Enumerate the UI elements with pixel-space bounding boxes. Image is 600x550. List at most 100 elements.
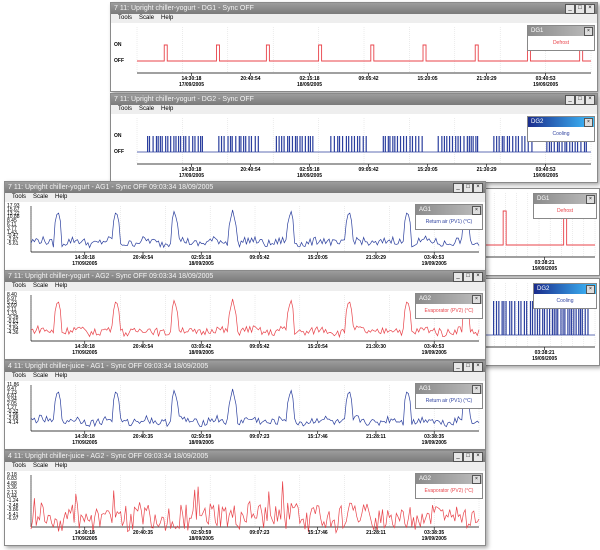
cooling-pulse bbox=[362, 136, 364, 152]
legend-box[interactable]: DG1 × Defrost bbox=[527, 25, 595, 51]
minimize-button[interactable]: _ bbox=[453, 362, 463, 372]
legend-box[interactable]: AG1 × Return air (PV1) (°C) bbox=[415, 204, 483, 230]
legend-box[interactable]: DG2 × Cooling bbox=[527, 116, 595, 142]
cooling-pulse bbox=[399, 136, 402, 152]
maximize-button[interactable]: □ bbox=[463, 452, 473, 462]
menu-item-help[interactable]: Help bbox=[161, 106, 174, 112]
cooling-pulse bbox=[548, 301, 551, 335]
cooling-pulse bbox=[584, 301, 586, 335]
minimize-button[interactable]: _ bbox=[565, 95, 575, 105]
x-tick-label: 09:05:42 bbox=[351, 76, 387, 82]
y-tick-label: 6.81 bbox=[7, 393, 17, 400]
x-tick-time: 03:38:21 bbox=[534, 260, 555, 266]
menu-item-help[interactable]: Help bbox=[161, 15, 174, 21]
legend-header[interactable]: AG2 × bbox=[416, 474, 482, 484]
maximize-button[interactable]: □ bbox=[463, 272, 473, 282]
cooling-pulse bbox=[167, 136, 169, 152]
menu-item-scale[interactable]: Scale bbox=[33, 283, 49, 289]
y-tick-label: 4.88 bbox=[7, 480, 17, 487]
cooling-pulse bbox=[548, 136, 551, 152]
menu-item-scale[interactable]: Scale bbox=[139, 106, 155, 112]
y-tick-label: -0.32 bbox=[7, 408, 19, 415]
title-bar[interactable]: 7 11: Upright chiller-yogurt - DG1 - Syn… bbox=[111, 3, 597, 14]
menu-item-tools[interactable]: Tools bbox=[12, 283, 27, 289]
title-bar[interactable]: 4 11: Upright chiller-juice - AG1 - Sync… bbox=[5, 361, 485, 372]
legend-close-button[interactable]: × bbox=[472, 206, 481, 215]
menu-item-scale[interactable]: Scale bbox=[33, 194, 49, 200]
legend-box[interactable]: DG2 × Cooling bbox=[533, 283, 597, 309]
legend-header[interactable]: AG2 × bbox=[416, 294, 482, 304]
title-bar[interactable]: 7 11: Upright chiller-yogurt - AG2 - Syn… bbox=[5, 271, 485, 282]
close-button[interactable]: × bbox=[473, 183, 483, 193]
maximize-button[interactable]: □ bbox=[463, 183, 473, 193]
y-tick-label: 13.22 bbox=[7, 210, 20, 217]
menu-item-tools[interactable]: Tools bbox=[118, 15, 133, 21]
legend-header[interactable]: DG1 × bbox=[528, 26, 594, 36]
menu-item-scale[interactable]: Scale bbox=[139, 15, 155, 21]
menu-item-help[interactable]: Help bbox=[55, 373, 68, 379]
minimize-button[interactable]: _ bbox=[453, 272, 463, 282]
menu-item-help[interactable]: Help bbox=[55, 194, 68, 200]
minimize-button[interactable]: _ bbox=[453, 183, 463, 193]
window-ag2-juice[interactable]: 4 11: Upright chiller-juice - AG2 - Sync… bbox=[4, 450, 486, 546]
close-button[interactable]: × bbox=[585, 4, 595, 14]
legend-box[interactable]: DG1 × Defrost bbox=[533, 193, 597, 219]
cooling-pulse bbox=[498, 301, 500, 335]
menu-item-scale[interactable]: Scale bbox=[33, 373, 49, 379]
legend-header[interactable]: AG1 × bbox=[416, 205, 482, 215]
window-ag1-juice[interactable]: 4 11: Upright chiller-juice - AG1 - Sync… bbox=[4, 360, 486, 450]
x-tick-label: 20:40:35 bbox=[125, 530, 161, 536]
window-ag2-yogurt[interactable]: 7 11: Upright chiller-yogurt - AG2 - Syn… bbox=[4, 270, 486, 360]
maximize-button[interactable]: □ bbox=[575, 95, 585, 105]
maximize-button[interactable]: □ bbox=[463, 362, 473, 372]
y-tick-label: 3.36 bbox=[7, 485, 17, 492]
trend-chart bbox=[30, 385, 480, 434]
legend-box[interactable]: AG1 × Return air (PV1) (°C) bbox=[415, 383, 483, 409]
legend-close-button[interactable]: × bbox=[586, 285, 595, 294]
legend-close-button[interactable]: × bbox=[472, 295, 481, 304]
title-bar[interactable]: 7 11: Upright chiller-yogurt - AG1 - Syn… bbox=[5, 182, 485, 193]
window-dg1[interactable]: 7 11: Upright chiller-yogurt - DG1 - Syn… bbox=[110, 2, 598, 92]
legend-box[interactable]: AG2 × Evaporator (PV2) (°C) bbox=[415, 293, 483, 319]
legend-close-button[interactable]: × bbox=[584, 27, 593, 36]
legend-close-button[interactable]: × bbox=[472, 385, 481, 394]
legend-box[interactable]: AG2 × Evaporator (PV2) (°C) bbox=[415, 473, 483, 499]
minimize-button[interactable]: _ bbox=[453, 452, 463, 462]
x-tick-date: 19/09/2005 bbox=[421, 440, 447, 446]
cooling-pulse bbox=[578, 301, 580, 335]
cooling-pulse bbox=[330, 136, 332, 152]
menu-item-tools[interactable]: Tools bbox=[12, 373, 27, 379]
cooling-pulse bbox=[503, 136, 505, 152]
cooling-pulse bbox=[553, 301, 555, 335]
menu-item-tools[interactable]: Tools bbox=[118, 106, 133, 112]
cooling-pulse bbox=[287, 136, 289, 152]
menu-item-help[interactable]: Help bbox=[55, 283, 68, 289]
maximize-button[interactable]: □ bbox=[575, 4, 585, 14]
x-tick-time: 14:30:18 bbox=[74, 344, 95, 350]
menu-item-tools[interactable]: Tools bbox=[12, 463, 27, 469]
legend-close-button[interactable]: × bbox=[584, 118, 593, 127]
legend-header[interactable]: DG2 × bbox=[528, 117, 594, 127]
window-ag1-yogurt[interactable]: 7 11: Upright chiller-yogurt - AG1 - Syn… bbox=[4, 181, 486, 271]
x-tick-label: 02:15:18 18/09/2005 bbox=[292, 76, 328, 88]
window-dg2-back[interactable]: 03:38:21 19/09/2005 DG2 × Cooling bbox=[480, 278, 600, 366]
title-bar[interactable]: 4 11: Upright chiller-juice - AG2 - Sync… bbox=[5, 451, 485, 462]
cooling-pulse bbox=[583, 136, 586, 152]
cooling-pulse bbox=[177, 136, 180, 152]
close-button[interactable]: × bbox=[473, 362, 483, 372]
menu-item-help[interactable]: Help bbox=[55, 463, 68, 469]
window-dg2[interactable]: 7 11: Upright chiller-yogurt - DG2 - Syn… bbox=[110, 93, 598, 183]
close-button[interactable]: × bbox=[585, 95, 595, 105]
minimize-button[interactable]: _ bbox=[565, 4, 575, 14]
legend-header[interactable]: DG2 × bbox=[534, 284, 596, 294]
close-button[interactable]: × bbox=[473, 452, 483, 462]
menu-item-scale[interactable]: Scale bbox=[33, 463, 49, 469]
window-dg1-back[interactable]: 03:38:21 19/09/2005 DG1 × Defrost bbox=[480, 188, 600, 276]
menu-item-tools[interactable]: Tools bbox=[12, 194, 27, 200]
legend-header[interactable]: AG1 × bbox=[416, 384, 482, 394]
close-button[interactable]: × bbox=[473, 272, 483, 282]
legend-close-button[interactable]: × bbox=[586, 195, 595, 204]
legend-header[interactable]: DG1 × bbox=[534, 194, 596, 204]
legend-close-button[interactable]: × bbox=[472, 475, 481, 484]
title-bar[interactable]: 7 11: Upright chiller-yogurt - DG2 - Syn… bbox=[111, 94, 597, 105]
